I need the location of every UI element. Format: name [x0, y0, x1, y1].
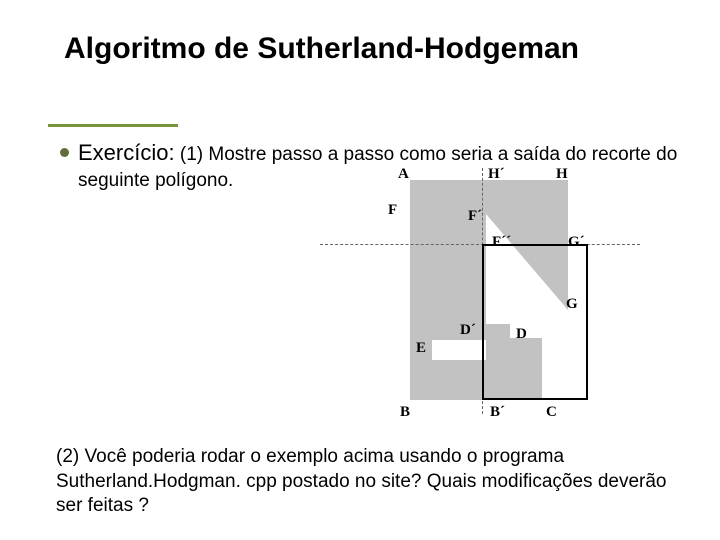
- exercise-lead: Exercício:: [78, 140, 175, 165]
- poly-notch-e: [432, 340, 486, 360]
- label-Fp: F´: [468, 208, 482, 225]
- label-Hp: H´: [488, 166, 505, 183]
- dash-horizontal: [320, 244, 640, 245]
- polygon-clipping-diagram: A H´ H F F´ F´´ G´ G D´ D E B B´ C: [320, 168, 640, 428]
- bullet-icon: [60, 148, 69, 157]
- label-Bp: B´: [490, 404, 505, 421]
- poly-top-block: [410, 180, 568, 214]
- label-A: A: [398, 166, 409, 183]
- label-D: D: [516, 326, 527, 343]
- label-Gp: G´: [568, 234, 585, 251]
- label-F: F: [388, 202, 397, 219]
- label-Fpp: F´´: [492, 234, 511, 251]
- label-H: H: [556, 166, 568, 183]
- label-Dp: D´: [460, 322, 476, 339]
- page-title: Algoritmo de Sutherland-Hodgeman: [64, 32, 579, 66]
- label-B: B: [400, 404, 410, 421]
- label-C: C: [546, 404, 557, 421]
- clip-rectangle: [482, 244, 588, 400]
- label-G: G: [566, 296, 578, 313]
- accent-underline: [48, 124, 178, 127]
- exercise-paragraph-2: (2) Você poderia rodar o exemplo acima u…: [56, 445, 680, 519]
- label-E: E: [416, 340, 426, 357]
